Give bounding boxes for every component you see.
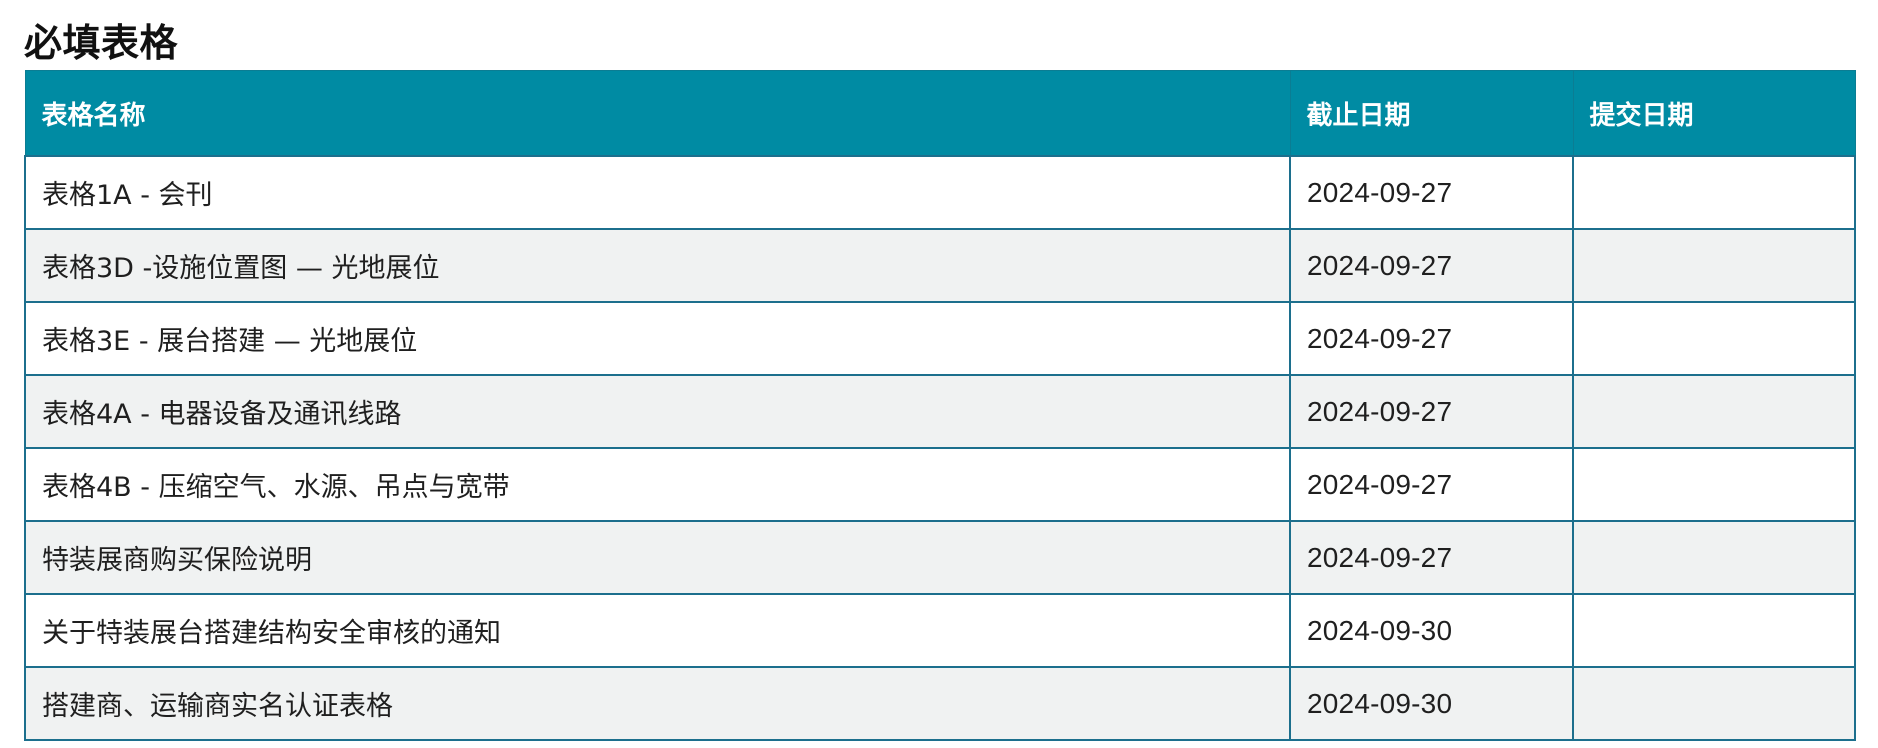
deadline-cell: 2024-09-27 <box>1289 374 1574 449</box>
submitted-date-cell <box>1572 666 1856 741</box>
column-header-form-name: 表格名称 <box>24 70 1291 157</box>
table-row: 表格4B - 压缩空气、水源、吊点与宽带 2024-09-27 <box>24 447 1856 522</box>
deadline-cell: 2024-09-30 <box>1289 666 1574 741</box>
submitted-date-cell <box>1572 374 1856 449</box>
form-name-cell[interactable]: 表格3D -设施位置图 — 光地展位 <box>24 228 1291 303</box>
table-row: 特装展商购买保险说明 2024-09-27 <box>24 520 1856 595</box>
table-row: 表格3E - 展台搭建 — 光地展位 2024-09-27 <box>24 301 1856 376</box>
submitted-date-cell <box>1572 228 1856 303</box>
deadline-cell: 2024-09-27 <box>1289 228 1574 303</box>
table-row: 关于特装展台搭建结构安全审核的通知 2024-09-30 <box>24 593 1856 668</box>
column-header-deadline: 截止日期 <box>1289 70 1574 157</box>
deadline-cell: 2024-09-27 <box>1289 155 1574 230</box>
form-name-cell[interactable]: 表格3E - 展台搭建 — 光地展位 <box>24 301 1291 376</box>
column-header-submitted: 提交日期 <box>1572 70 1856 157</box>
table-row: 表格1A - 会刊 2024-09-27 <box>24 155 1856 230</box>
submitted-date-cell <box>1572 593 1856 668</box>
deadline-cell: 2024-09-27 <box>1289 447 1574 522</box>
table-row: 表格3D -设施位置图 — 光地展位 2024-09-27 <box>24 228 1856 303</box>
table-body: 表格1A - 会刊 2024-09-27 表格3D -设施位置图 — 光地展位 … <box>24 155 1856 741</box>
table-row: 搭建商、运输商实名认证表格 2024-09-30 <box>24 666 1856 741</box>
table-row: 表格4A - 电器设备及通讯线路 2024-09-27 <box>24 374 1856 449</box>
form-name-cell[interactable]: 表格1A - 会刊 <box>24 155 1291 230</box>
deadline-cell: 2024-09-27 <box>1289 301 1574 376</box>
submitted-date-cell <box>1572 155 1856 230</box>
table-header-row: 表格名称 截止日期 提交日期 <box>24 70 1856 157</box>
form-name-cell[interactable]: 表格4A - 电器设备及通讯线路 <box>24 374 1291 449</box>
form-name-cell[interactable]: 关于特装展台搭建结构安全审核的通知 <box>24 593 1291 668</box>
table-header: 表格名称 截止日期 提交日期 <box>24 70 1856 157</box>
page-title: 必填表格 <box>24 21 179 65</box>
deadline-cell: 2024-09-30 <box>1289 593 1574 668</box>
required-forms-table: 表格名称 截止日期 提交日期 表格1A - 会刊 2024-09-27 表格3D… <box>24 70 1856 741</box>
form-name-cell[interactable]: 表格4B - 压缩空气、水源、吊点与宽带 <box>24 447 1291 522</box>
deadline-cell: 2024-09-27 <box>1289 520 1574 595</box>
submitted-date-cell <box>1572 520 1856 595</box>
submitted-date-cell <box>1572 447 1856 522</box>
submitted-date-cell <box>1572 301 1856 376</box>
form-name-cell[interactable]: 搭建商、运输商实名认证表格 <box>24 666 1291 741</box>
form-name-cell[interactable]: 特装展商购买保险说明 <box>24 520 1291 595</box>
